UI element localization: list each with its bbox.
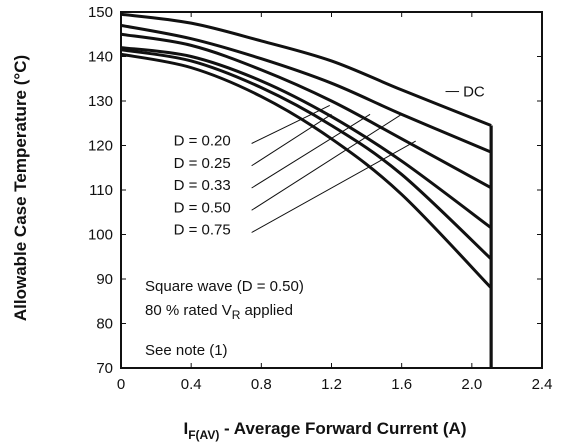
x-tick-label: 0.4 (181, 376, 202, 393)
y-tick-label: 130 (88, 93, 113, 110)
x-axis-title: IF(AV) - Average Forward Current (A) (183, 419, 466, 442)
series-line-dc (120, 12, 492, 127)
x-tick-label: 2.0 (461, 376, 482, 393)
series-line-d-0-20 (120, 23, 492, 154)
label-bg-d-0-50 (171, 197, 250, 217)
series-label-d-0-25: D = 0.25 (174, 155, 231, 172)
x-tick-label: 1.6 (391, 376, 412, 393)
y-axis-title: Allowable Case Temperature (°C) (11, 55, 30, 321)
series-labels: DC D = 0.20 D = 0.25 D = 0.33 D = 0.50 D = 0.… (171, 81, 494, 239)
annotation-rated-vr: 80 % rated VR applied (145, 302, 293, 322)
annotation-square-wave: Square wave (D = 0.50) (145, 278, 304, 295)
y-tick-label: 120 (88, 138, 113, 155)
axes: 0 0.4 0.8 1.2 1.6 2.0 2.4 70 80 90 100 110 120 130 140… (88, 4, 552, 393)
leader-line-d-0-25 (251, 113, 332, 167)
series-line-d-0-75 (120, 52, 493, 289)
label-bg-d-0-33 (171, 175, 250, 194)
x-tick-label: 0.8 (251, 376, 272, 393)
label-bg-dc (459, 81, 494, 102)
label-bg-d-0-25 (171, 152, 250, 172)
leader-line-d-0-33 (251, 113, 371, 189)
x-axis-title-main: I (183, 419, 188, 438)
annotation-rated-vr-rest: applied (240, 302, 293, 319)
leader-line-d-0-50 (251, 113, 402, 211)
y-tick-label: 140 (88, 49, 113, 66)
leader-line-d-0-75 (251, 140, 416, 233)
y-tick-label: 150 (88, 4, 113, 21)
y-tick-label: 80 (96, 316, 113, 333)
annotations: Square wave (D = 0.50) 80 % rated VR app… (145, 278, 304, 359)
x-axis-title-sub: F(AV) (188, 428, 219, 442)
y-tick-label: 90 (96, 271, 113, 288)
x-axis-title-rest: - Average Forward Current (A) (219, 419, 466, 438)
x-tick-label: 0 (117, 376, 125, 393)
series-label-dc: DC (463, 84, 485, 101)
annotation-see-note: See note (1) (145, 342, 228, 359)
y-tick-label: 100 (88, 227, 113, 244)
series-label-d-0-75: D = 0.75 (174, 222, 231, 239)
label-bg-d-0-20 (171, 130, 250, 150)
label-bg-d-0-75 (171, 219, 250, 239)
annotation-rated-vr-sub: R (232, 308, 241, 322)
y-tick-label: 70 (96, 360, 113, 377)
x-tick-label: 2.4 (532, 376, 553, 393)
series-line-d-0-33 (120, 46, 493, 230)
series-line-d-0-25 (120, 32, 492, 190)
y-tick-label: 110 (89, 182, 113, 199)
series-label-d-0-33: D = 0.33 (174, 177, 231, 194)
series-label-d-0-20: D = 0.20 (174, 133, 231, 150)
leader-line-d-0-20 (251, 105, 330, 144)
annotation-rated-vr-main: 80 % rated V (145, 302, 232, 319)
x-tick-label: 1.2 (321, 376, 342, 393)
series-label-d-0-50: D = 0.50 (174, 199, 231, 216)
